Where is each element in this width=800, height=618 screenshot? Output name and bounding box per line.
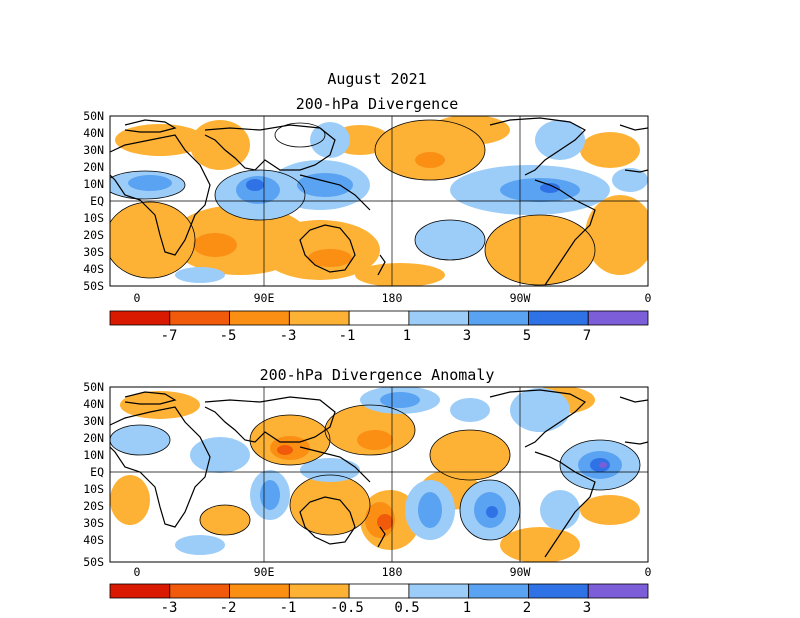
svg-text:30N: 30N xyxy=(83,143,104,157)
svg-text:EQ: EQ xyxy=(90,194,104,208)
colorbar-swatch xyxy=(587,310,649,326)
colorbar-swatch xyxy=(587,583,649,599)
colorbar-swatch xyxy=(288,310,350,326)
svg-text:20S: 20S xyxy=(83,499,104,513)
svg-text:EQ: EQ xyxy=(90,465,104,479)
colorbar-label: 3 xyxy=(463,328,471,344)
colorbar-swatch xyxy=(109,310,171,326)
colorbar: -3 -2 -1 -0.5 0.5 1 2 3 xyxy=(109,583,649,616)
colorbar-label: 3 xyxy=(583,600,591,616)
latitude-ticks: 50N 40N 30N 20N 10N EQ 10S 20S 30S 40S 5… xyxy=(83,380,104,569)
svg-text:0: 0 xyxy=(645,565,652,579)
svg-text:30S: 30S xyxy=(83,245,104,259)
svg-text:0: 0 xyxy=(134,565,141,579)
svg-text:180: 180 xyxy=(382,565,403,579)
svg-text:50N: 50N xyxy=(83,109,104,123)
map-field xyxy=(110,116,648,286)
svg-text:10N: 10N xyxy=(83,448,104,462)
svg-text:90W: 90W xyxy=(510,565,531,579)
colorbar-swatch xyxy=(468,310,529,326)
svg-text:180: 180 xyxy=(382,291,403,305)
colorbar-swatch xyxy=(229,310,290,326)
colorbar-label: -0.5 xyxy=(330,600,364,616)
svg-text:10S: 10S xyxy=(83,482,104,496)
svg-text:90E: 90E xyxy=(254,565,275,579)
panel-title: 200-hPa Divergence Anomaly xyxy=(260,366,495,384)
panel-total-divergence: 200-hPa Divergence xyxy=(83,95,652,344)
svg-text:10N: 10N xyxy=(83,177,104,191)
colorbar-swatch xyxy=(408,583,470,599)
colorbar-label: 2 xyxy=(523,600,531,616)
longitude-ticks: 0 90E 180 90W 0 xyxy=(134,291,652,305)
svg-text:20S: 20S xyxy=(83,228,104,242)
map-field xyxy=(110,387,648,562)
colorbar-swatch xyxy=(169,310,230,326)
longitude-ticks: 0 90E 180 90W 0 xyxy=(134,565,652,579)
colorbar-swatch xyxy=(468,583,529,599)
colorbar-swatch xyxy=(528,310,589,326)
colorbar-label: -3 xyxy=(280,328,297,344)
svg-text:90E: 90E xyxy=(254,291,275,305)
colorbar-swatches xyxy=(109,310,649,326)
svg-text:90W: 90W xyxy=(510,291,531,305)
colorbar-swatch xyxy=(348,310,410,326)
colorbar-swatch xyxy=(229,583,290,599)
colorbar-label: -2 xyxy=(220,600,237,616)
svg-text:50S: 50S xyxy=(83,279,104,293)
colorbar-label: -1 xyxy=(339,328,356,344)
svg-text:50S: 50S xyxy=(83,555,104,569)
colorbar-label: 0.5 xyxy=(394,600,419,616)
svg-text:40N: 40N xyxy=(83,397,104,411)
colorbar-label: 5 xyxy=(523,328,531,344)
svg-text:30N: 30N xyxy=(83,414,104,428)
colorbar-label: 7 xyxy=(583,328,591,344)
panel-divergence-anomaly: 200-hPa Divergence Anomaly xyxy=(83,366,651,616)
svg-text:40S: 40S xyxy=(83,262,104,276)
svg-text:20N: 20N xyxy=(83,160,104,174)
panel-title: 200-hPa Divergence xyxy=(296,95,459,113)
svg-text:10S: 10S xyxy=(83,211,104,225)
colorbar-swatch xyxy=(169,583,230,599)
svg-text:40N: 40N xyxy=(83,126,104,140)
svg-text:0: 0 xyxy=(134,291,141,305)
svg-text:40S: 40S xyxy=(83,533,104,547)
svg-text:0: 0 xyxy=(645,291,652,305)
colorbar-swatches xyxy=(109,583,649,599)
svg-text:30S: 30S xyxy=(83,516,104,530)
colorbar-label: -5 xyxy=(220,328,237,344)
svg-text:50N: 50N xyxy=(83,380,104,394)
map-frame xyxy=(109,115,649,287)
colorbar-label: 1 xyxy=(403,328,411,344)
colorbar: -7 -5 -3 -1 1 3 5 7 xyxy=(109,310,649,344)
colorbar-label: -1 xyxy=(280,600,297,616)
svg-text:20N: 20N xyxy=(83,431,104,445)
figure-title: August 2021 xyxy=(327,70,426,88)
map-frame xyxy=(109,386,649,563)
colorbar-swatch xyxy=(528,583,589,599)
colorbar-label: 1 xyxy=(463,600,471,616)
colorbar-label: -3 xyxy=(161,600,178,616)
colorbar-swatch xyxy=(348,583,410,599)
colorbar-swatch xyxy=(109,583,171,599)
colorbar-swatch xyxy=(408,310,470,326)
colorbar-label: -7 xyxy=(161,328,178,344)
latitude-ticks: 50N 40N 30N 20N 10N EQ 10S 20S 30S 40S 5… xyxy=(83,109,104,293)
colorbar-swatch xyxy=(288,583,350,599)
